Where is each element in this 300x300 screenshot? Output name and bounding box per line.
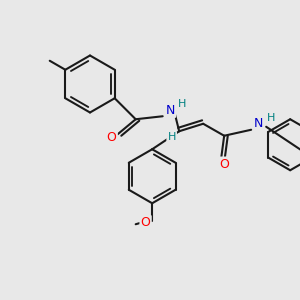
- Text: N: N: [166, 104, 175, 117]
- Text: N: N: [254, 117, 263, 130]
- Text: O: O: [219, 158, 229, 171]
- Text: O: O: [107, 131, 117, 144]
- Text: H: H: [167, 132, 176, 142]
- Text: O: O: [141, 216, 151, 229]
- Text: H: H: [266, 113, 275, 123]
- Text: H: H: [178, 99, 186, 109]
